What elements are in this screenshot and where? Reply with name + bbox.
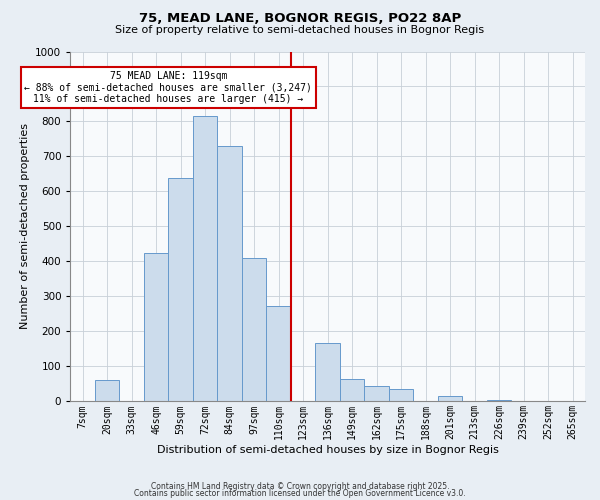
Text: Contains public sector information licensed under the Open Government Licence v3: Contains public sector information licen… — [134, 488, 466, 498]
Bar — [193, 116, 217, 402]
Text: Contains HM Land Registry data © Crown copyright and database right 2025.: Contains HM Land Registry data © Crown c… — [151, 482, 449, 491]
Bar — [217, 146, 242, 402]
Bar — [438, 396, 463, 402]
Bar — [316, 342, 340, 402]
Y-axis label: Number of semi-detached properties: Number of semi-detached properties — [20, 124, 29, 330]
Bar — [389, 389, 413, 402]
Bar — [95, 380, 119, 402]
Text: 75 MEAD LANE: 119sqm
← 88% of semi-detached houses are smaller (3,247)
11% of se: 75 MEAD LANE: 119sqm ← 88% of semi-detac… — [25, 70, 313, 104]
Bar — [340, 378, 364, 402]
Bar — [266, 306, 291, 402]
Bar — [364, 386, 389, 402]
Bar — [169, 178, 193, 402]
Bar — [242, 258, 266, 402]
Text: 75, MEAD LANE, BOGNOR REGIS, PO22 8AP: 75, MEAD LANE, BOGNOR REGIS, PO22 8AP — [139, 12, 461, 26]
Bar — [487, 400, 511, 402]
X-axis label: Distribution of semi-detached houses by size in Bognor Regis: Distribution of semi-detached houses by … — [157, 445, 499, 455]
Bar — [144, 252, 169, 402]
Text: Size of property relative to semi-detached houses in Bognor Regis: Size of property relative to semi-detach… — [115, 25, 485, 35]
